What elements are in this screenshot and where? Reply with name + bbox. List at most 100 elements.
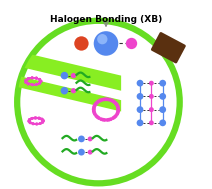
Circle shape	[95, 101, 99, 105]
Circle shape	[97, 116, 101, 120]
Circle shape	[116, 109, 120, 113]
Circle shape	[35, 122, 38, 125]
Circle shape	[106, 98, 110, 101]
Circle shape	[39, 122, 42, 125]
Circle shape	[92, 109, 96, 113]
Circle shape	[24, 79, 28, 82]
Circle shape	[34, 116, 38, 119]
Circle shape	[38, 78, 41, 81]
Circle shape	[31, 117, 34, 120]
Circle shape	[113, 101, 117, 105]
Circle shape	[115, 112, 119, 116]
Circle shape	[116, 105, 120, 109]
Circle shape	[78, 136, 85, 142]
Circle shape	[24, 81, 28, 84]
Circle shape	[97, 34, 107, 44]
Circle shape	[149, 94, 154, 99]
Circle shape	[39, 80, 42, 83]
Circle shape	[149, 107, 154, 112]
Circle shape	[101, 118, 105, 122]
Circle shape	[149, 120, 154, 125]
Circle shape	[35, 83, 38, 86]
Circle shape	[111, 116, 115, 120]
Circle shape	[115, 103, 119, 106]
Circle shape	[24, 81, 28, 84]
Circle shape	[103, 118, 107, 122]
Circle shape	[37, 117, 40, 120]
Circle shape	[31, 83, 34, 86]
Circle shape	[137, 119, 144, 126]
Circle shape	[38, 82, 41, 85]
Circle shape	[137, 106, 144, 113]
Circle shape	[41, 118, 44, 121]
Circle shape	[41, 121, 44, 124]
Circle shape	[27, 82, 30, 85]
Circle shape	[105, 97, 108, 101]
Circle shape	[29, 121, 32, 124]
Circle shape	[31, 76, 34, 79]
Circle shape	[96, 100, 100, 104]
Circle shape	[92, 111, 96, 115]
Circle shape	[104, 97, 107, 101]
Circle shape	[38, 78, 41, 81]
Circle shape	[88, 136, 93, 141]
Circle shape	[30, 117, 33, 120]
Circle shape	[94, 31, 118, 56]
Circle shape	[33, 116, 36, 119]
Circle shape	[116, 107, 120, 111]
Circle shape	[28, 118, 31, 121]
Circle shape	[39, 80, 42, 83]
Circle shape	[92, 108, 96, 112]
Circle shape	[24, 79, 28, 82]
Circle shape	[149, 81, 154, 86]
Circle shape	[31, 122, 34, 125]
Circle shape	[27, 82, 30, 85]
Circle shape	[110, 98, 113, 102]
Circle shape	[34, 116, 37, 119]
Circle shape	[41, 121, 44, 124]
Circle shape	[116, 104, 119, 108]
Circle shape	[99, 98, 102, 102]
Circle shape	[35, 83, 38, 86]
Circle shape	[38, 78, 41, 81]
Circle shape	[71, 88, 76, 93]
Circle shape	[88, 150, 93, 155]
Circle shape	[110, 99, 114, 103]
Circle shape	[35, 77, 38, 80]
Circle shape	[159, 119, 166, 126]
Circle shape	[93, 112, 97, 116]
FancyBboxPatch shape	[151, 32, 186, 64]
Circle shape	[116, 108, 120, 112]
Circle shape	[27, 82, 30, 85]
Circle shape	[113, 115, 116, 119]
Circle shape	[42, 119, 45, 122]
Circle shape	[32, 122, 35, 125]
Circle shape	[28, 118, 31, 121]
Circle shape	[114, 102, 118, 106]
Circle shape	[35, 83, 38, 86]
Circle shape	[100, 98, 104, 102]
Circle shape	[27, 120, 31, 123]
Circle shape	[78, 149, 85, 156]
Text: Halogen Bonding (XB): Halogen Bonding (XB)	[50, 15, 162, 24]
Polygon shape	[17, 76, 121, 112]
Circle shape	[159, 93, 166, 100]
Circle shape	[116, 111, 120, 115]
Circle shape	[31, 83, 34, 86]
Circle shape	[24, 79, 28, 82]
Circle shape	[28, 121, 32, 124]
Circle shape	[99, 117, 103, 121]
Circle shape	[137, 93, 144, 100]
Circle shape	[31, 76, 34, 79]
Circle shape	[108, 98, 112, 102]
Circle shape	[39, 80, 42, 83]
Circle shape	[105, 118, 109, 122]
Circle shape	[137, 80, 144, 87]
Circle shape	[74, 36, 89, 51]
Circle shape	[39, 80, 42, 83]
Circle shape	[159, 80, 166, 87]
Circle shape	[109, 117, 113, 121]
Circle shape	[27, 120, 30, 123]
Circle shape	[92, 105, 96, 109]
Circle shape	[96, 115, 99, 119]
